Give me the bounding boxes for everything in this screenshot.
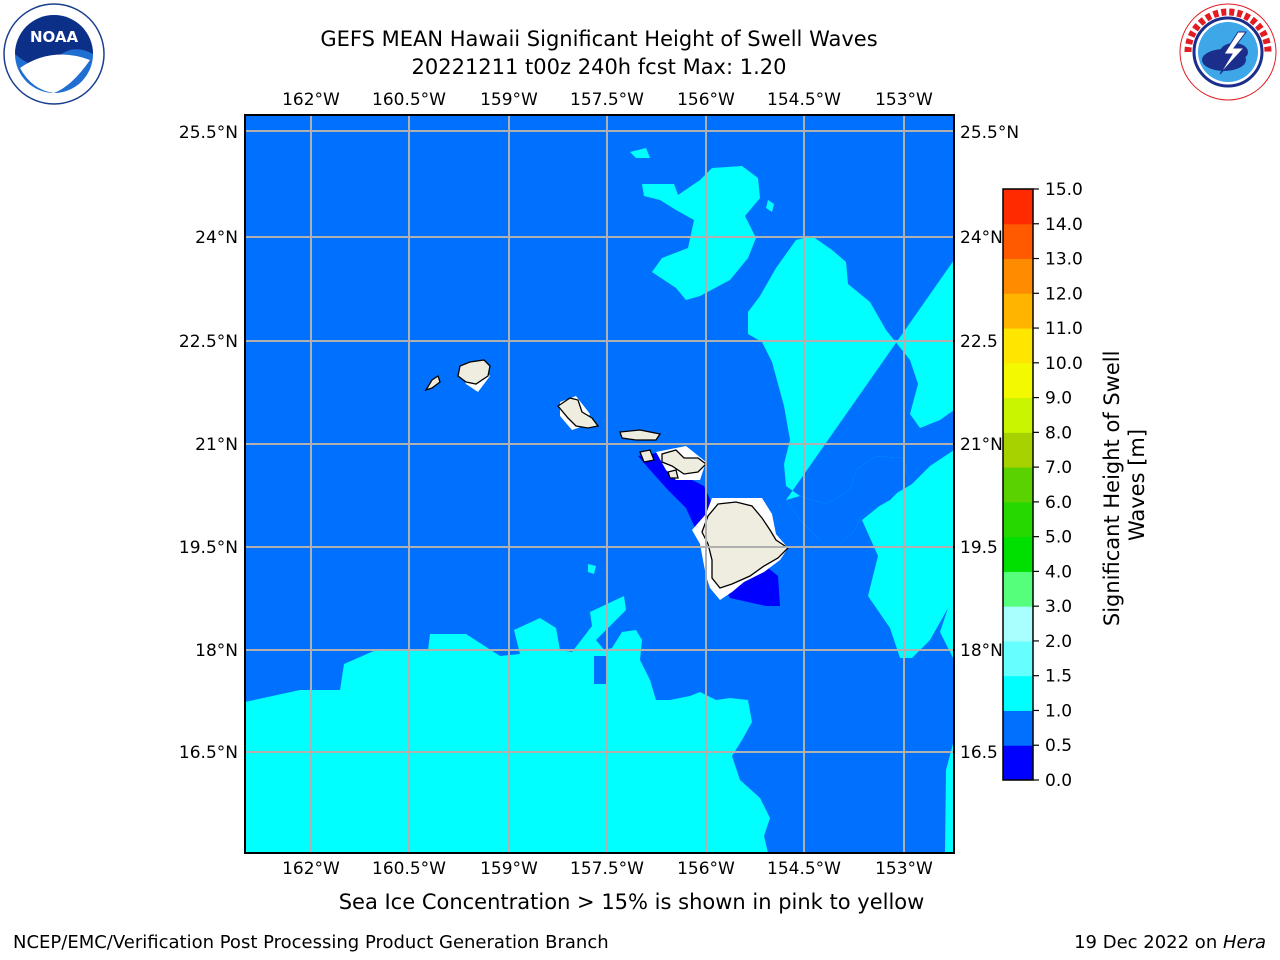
colorbar-frame bbox=[1002, 188, 1034, 781]
colorbar-tick-label: 0.5 bbox=[1045, 736, 1072, 756]
colorbar-tick-label: 1.0 bbox=[1045, 701, 1072, 721]
colorbar-tick-label: 2.0 bbox=[1045, 632, 1072, 652]
colorbar-tick-label: 8.0 bbox=[1045, 423, 1072, 443]
lat-labels-right: 25.5°N 24°N 22.5 21°N 19.5 18°N 16.5 bbox=[960, 123, 1019, 763]
colorbar-swatch bbox=[1003, 362, 1033, 399]
lon-label-bottom: 157.5°W bbox=[570, 859, 644, 879]
lon-label-top: 154.5°W bbox=[767, 90, 841, 110]
lon-labels-top: 162°W 160.5°W 159°W 157.5°W 156°W 154.5°… bbox=[282, 90, 933, 110]
colorbar-swatch bbox=[1003, 258, 1033, 294]
colorbar-tick-label: 1.5 bbox=[1045, 667, 1072, 687]
graticule bbox=[245, 115, 954, 853]
lon-label-bottom: 153°W bbox=[875, 859, 933, 879]
lat-label-left: 22.5°N bbox=[179, 332, 238, 352]
footer-date-text: 19 Dec 2022 on bbox=[1074, 932, 1223, 953]
colorbar-swatch bbox=[1003, 432, 1033, 468]
island-lanai bbox=[639, 449, 655, 463]
swell-region-speck3 bbox=[588, 564, 596, 574]
colorbar: 0.0 0.5 1.0 1.5 2.0 3.0 4.0 5.0 6.0 7.0 8.0 9.0 10.0… bbox=[1002, 180, 1149, 791]
lat-label-right: 16.5 bbox=[960, 743, 998, 763]
lon-label-bottom: 162°W bbox=[282, 859, 340, 879]
lat-label-left: 24°N bbox=[195, 228, 238, 248]
swell-region-east-cut bbox=[786, 456, 910, 540]
swell-region-south-cut bbox=[594, 656, 606, 684]
lon-label-bottom: 154.5°W bbox=[767, 859, 841, 879]
island-kauai bbox=[457, 359, 491, 385]
colorbar-swatch bbox=[1003, 606, 1033, 642]
colorbar-swatch bbox=[1003, 223, 1033, 260]
island-maui bbox=[661, 449, 707, 475]
lat-label-left: 25.5°N bbox=[179, 123, 238, 143]
noaa-logo: NOAA bbox=[3, 3, 105, 105]
lat-label-right: 22.5 bbox=[960, 332, 998, 352]
lon-label-bottom: 159°W bbox=[480, 859, 538, 879]
lon-label-bottom: 156°W bbox=[677, 859, 735, 879]
lon-label-bottom: 160.5°W bbox=[372, 859, 446, 879]
island-niihau bbox=[424, 374, 441, 392]
island-kahoolawe bbox=[667, 469, 679, 479]
colorbar-swatch bbox=[1003, 640, 1033, 677]
lat-label-left: 16.5°N bbox=[179, 743, 238, 763]
island-molokai bbox=[619, 429, 662, 441]
colorbar-tick-label: 4.0 bbox=[1045, 562, 1072, 582]
colorbar-swatch bbox=[1003, 328, 1033, 364]
island-oahu bbox=[557, 397, 600, 429]
colorbar-swatch bbox=[1003, 571, 1033, 607]
colorbar-swatch bbox=[1003, 467, 1033, 503]
colorbar-tick-label: 3.0 bbox=[1045, 597, 1072, 617]
lat-label-right: 24°N bbox=[960, 228, 1003, 248]
chart-subtitle: 20221211 t00z 240h fcst Max: 1.20 bbox=[411, 55, 787, 79]
chart-title: GEFS MEAN Hawaii Significant Height of S… bbox=[320, 27, 878, 51]
colorbar-tick-label: 13.0 bbox=[1045, 250, 1083, 270]
lon-label-top: 159°W bbox=[480, 90, 538, 110]
lat-label-left: 21°N bbox=[195, 435, 238, 455]
colorbar-swatch bbox=[1003, 745, 1033, 781]
colorbar-tick-label: 12.0 bbox=[1045, 284, 1083, 304]
colorbar-swatch bbox=[1003, 536, 1033, 572]
footer-machine: Hera bbox=[1222, 932, 1266, 953]
lat-label-right: 25.5°N bbox=[960, 123, 1019, 143]
colorbar-tick-label: 11.0 bbox=[1045, 319, 1083, 339]
colorbar-tick-label: 6.0 bbox=[1045, 493, 1072, 513]
colorbar-label: Significant Height of Swell Waves [m] bbox=[1100, 344, 1149, 626]
lat-labels-left: 25.5°N 24°N 22.5°N 21°N 19.5°N 18°N 16.5… bbox=[179, 123, 238, 763]
colorbar-tick-label: 0.0 bbox=[1045, 771, 1072, 791]
lon-label-top: 156°W bbox=[677, 90, 735, 110]
map-frame bbox=[244, 114, 955, 854]
swell-region-south bbox=[245, 596, 770, 853]
lon-labels-bottom: 162°W 160.5°W 159°W 157.5°W 156°W 154.5°… bbox=[282, 859, 933, 879]
footer-credit: NCEP/EMC/Verification Post Processing Pr… bbox=[13, 932, 609, 953]
colorbar-tick-label: 14.0 bbox=[1045, 215, 1083, 235]
colorbar-tick-label: 5.0 bbox=[1045, 528, 1072, 548]
colorbar-swatch bbox=[1003, 293, 1033, 329]
swell-region-east bbox=[748, 236, 954, 853]
lat-label-right: 18°N bbox=[960, 641, 1003, 661]
lat-label-right: 21°N bbox=[960, 435, 1003, 455]
swell-region-north bbox=[642, 166, 760, 300]
colorbar-tick-label: 10.0 bbox=[1045, 354, 1083, 374]
lon-label-top: 162°W bbox=[282, 90, 340, 110]
noaa-logo-text: NOAA bbox=[30, 28, 79, 46]
sea-ice-note: Sea Ice Concentration > 15% is shown in … bbox=[338, 890, 925, 914]
colorbar-tick-label: 9.0 bbox=[1045, 389, 1072, 409]
lat-label-left: 18°N bbox=[195, 641, 238, 661]
colorbar-swatch bbox=[1003, 501, 1033, 538]
colorbar-swatch bbox=[1003, 189, 1033, 225]
colorbar-swatch bbox=[1003, 397, 1033, 433]
nws-logo bbox=[1179, 3, 1277, 101]
colorbar-swatch bbox=[1003, 710, 1033, 746]
colorbar-tick-label: 7.0 bbox=[1045, 458, 1072, 478]
swell-region-speck bbox=[630, 148, 650, 158]
lon-label-top: 153°W bbox=[875, 90, 933, 110]
colorbar-tick-label: 15.0 bbox=[1045, 180, 1083, 200]
lat-label-left: 19.5°N bbox=[179, 538, 238, 558]
lat-label-right: 19.5 bbox=[960, 538, 998, 558]
footer-date: 19 Dec 2022 on Hera bbox=[1074, 932, 1266, 953]
colorbar-swatch bbox=[1003, 675, 1033, 711]
lon-label-top: 157.5°W bbox=[570, 90, 644, 110]
swell-region-speck2 bbox=[766, 200, 774, 212]
map-plot-area bbox=[245, 115, 954, 853]
lon-label-top: 160.5°W bbox=[372, 90, 446, 110]
